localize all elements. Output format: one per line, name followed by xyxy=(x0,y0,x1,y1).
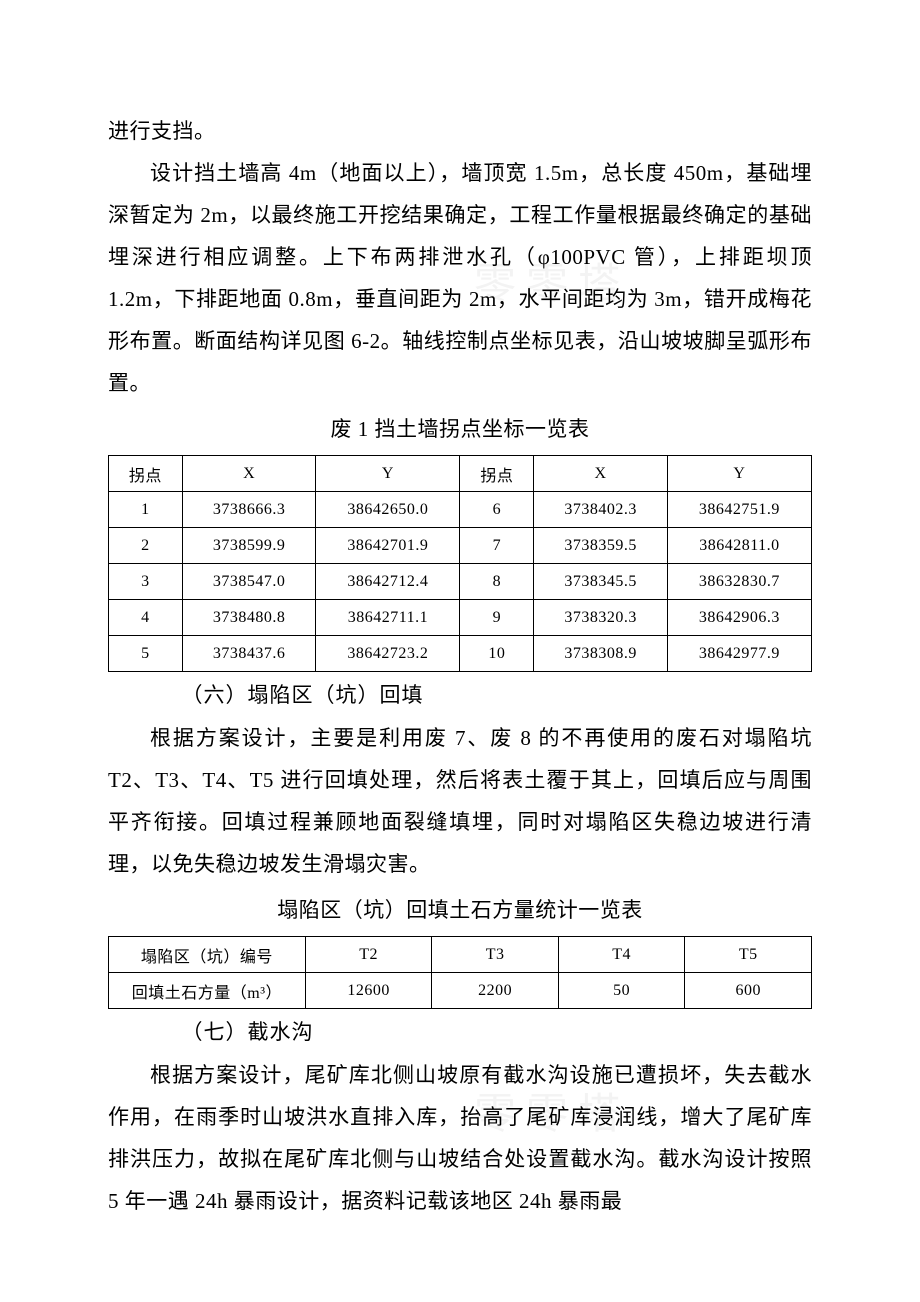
section-6-title: （六）塌陷区（坑）回填 xyxy=(108,674,812,717)
section-7-title: （七）截水沟 xyxy=(108,1011,812,1054)
table-row: 33738547.038642712.483738345.538632830.7 xyxy=(109,564,812,600)
table-header: X xyxy=(182,456,316,492)
table1-title: 废 1 挡土墙拐点坐标一览表 xyxy=(108,408,812,451)
coords-table: 拐点 X Y 拐点 X Y 13738666.338642650.0637384… xyxy=(108,455,812,672)
table-header: T4 xyxy=(558,937,685,973)
paragraph-3: 根据方案设计，主要是利用废 7、废 8 的不再使用的废石对塌陷坑 T2、T3、T… xyxy=(108,717,812,885)
paragraph-2: 设计挡土墙高 4m（地面以上），墙顶宽 1.5m，总长度 450m，基础埋深暂定… xyxy=(108,152,812,404)
paragraph-1: 进行支挡。 xyxy=(108,110,812,152)
table-header: T2 xyxy=(305,937,432,973)
table-header: T3 xyxy=(432,937,559,973)
table-header: T5 xyxy=(685,937,812,973)
page-content: 进行支挡。 设计挡土墙高 4m（地面以上），墙顶宽 1.5m，总长度 450m，… xyxy=(108,110,812,1222)
table-row: 塌陷区（坑）编号 T2 T3 T4 T5 xyxy=(109,937,812,973)
paragraph-4: 根据方案设计，尾矿库北侧山坡原有截水沟设施已遭损坏，失去截水作用，在雨季时山坡洪… xyxy=(108,1054,812,1222)
fill-volume-table: 塌陷区（坑）编号 T2 T3 T4 T5 回填土石方量（m³） 12600 22… xyxy=(108,936,812,1009)
table-row: 13738666.338642650.063738402.338642751.9 xyxy=(109,492,812,528)
table-header: Y xyxy=(316,456,460,492)
table-header: 拐点 xyxy=(109,456,183,492)
table-header: 拐点 xyxy=(460,456,534,492)
table-header: X xyxy=(534,456,668,492)
table2-title: 塌陷区（坑）回填土石方量统计一览表 xyxy=(108,889,812,932)
row-label: 回填土石方量（m³） xyxy=(109,973,306,1009)
table-row: 23738599.938642701.973738359.538642811.0 xyxy=(109,528,812,564)
table-header: 塌陷区（坑）编号 xyxy=(109,937,306,973)
table-row: 拐点 X Y 拐点 X Y xyxy=(109,456,812,492)
table-header: Y xyxy=(667,456,811,492)
table-row: 43738480.838642711.193738320.338642906.3 xyxy=(109,600,812,636)
table-row: 回填土石方量（m³） 12600 2200 50 600 xyxy=(109,973,812,1009)
table-row: 53738437.638642723.2103738308.938642977.… xyxy=(109,636,812,672)
